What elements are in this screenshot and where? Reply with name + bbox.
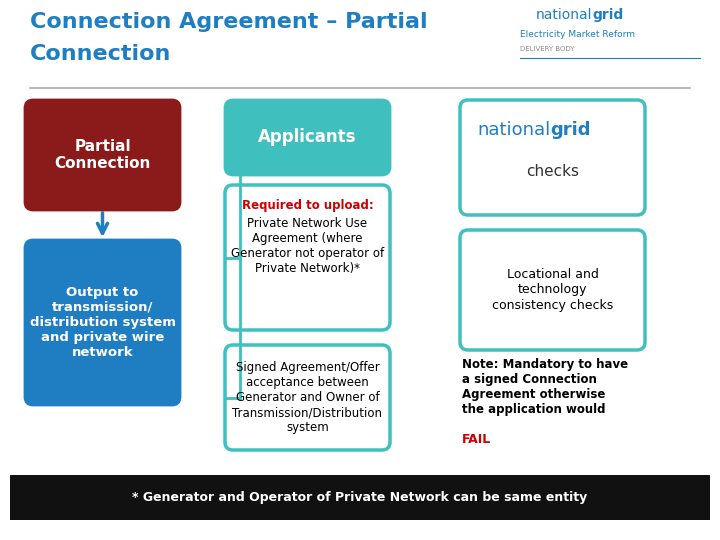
Text: Output to
transmission/
distribution system
and private wire
network: Output to transmission/ distribution sys… [30,286,176,359]
Text: Note: Mandatory to have
a signed Connection
Agreement otherwise
the application : Note: Mandatory to have a signed Connect… [462,358,628,416]
Text: Locational and
technology
consistency checks: Locational and technology consistency ch… [492,268,613,312]
Text: Applicants: Applicants [258,129,356,146]
Text: Connection Agreement – Partial: Connection Agreement – Partial [30,12,428,32]
Text: national: national [477,121,551,139]
FancyBboxPatch shape [225,345,390,450]
Bar [10,475,710,520]
Text: FAIL: FAIL [462,433,491,446]
Text: Partial
Connection: Partial Connection [54,139,150,171]
FancyBboxPatch shape [460,100,645,215]
Text: Private Network Use
Agreement (where
Generator not operator of
Private Network)*: Private Network Use Agreement (where Gen… [231,217,384,275]
Text: grid: grid [592,8,624,22]
FancyBboxPatch shape [25,100,180,210]
FancyBboxPatch shape [225,100,390,175]
FancyBboxPatch shape [225,185,390,330]
Text: Connection: Connection [30,44,171,64]
Text: grid: grid [551,121,591,139]
FancyBboxPatch shape [460,230,645,350]
FancyBboxPatch shape [25,240,180,405]
Text: Signed Agreement/Offer
acceptance between
Generator and Owner of
Transmission/Di: Signed Agreement/Offer acceptance betwee… [233,361,382,434]
Text: * Generator and Operator of Private Network can be same entity: * Generator and Operator of Private Netw… [132,491,588,504]
Text: Electricity Market Reform: Electricity Market Reform [520,30,635,39]
Text: national: national [536,8,592,22]
Text: checks: checks [526,165,579,179]
Text: DELIVERY BODY: DELIVERY BODY [520,46,575,52]
Text: Required to upload:: Required to upload: [242,199,374,212]
